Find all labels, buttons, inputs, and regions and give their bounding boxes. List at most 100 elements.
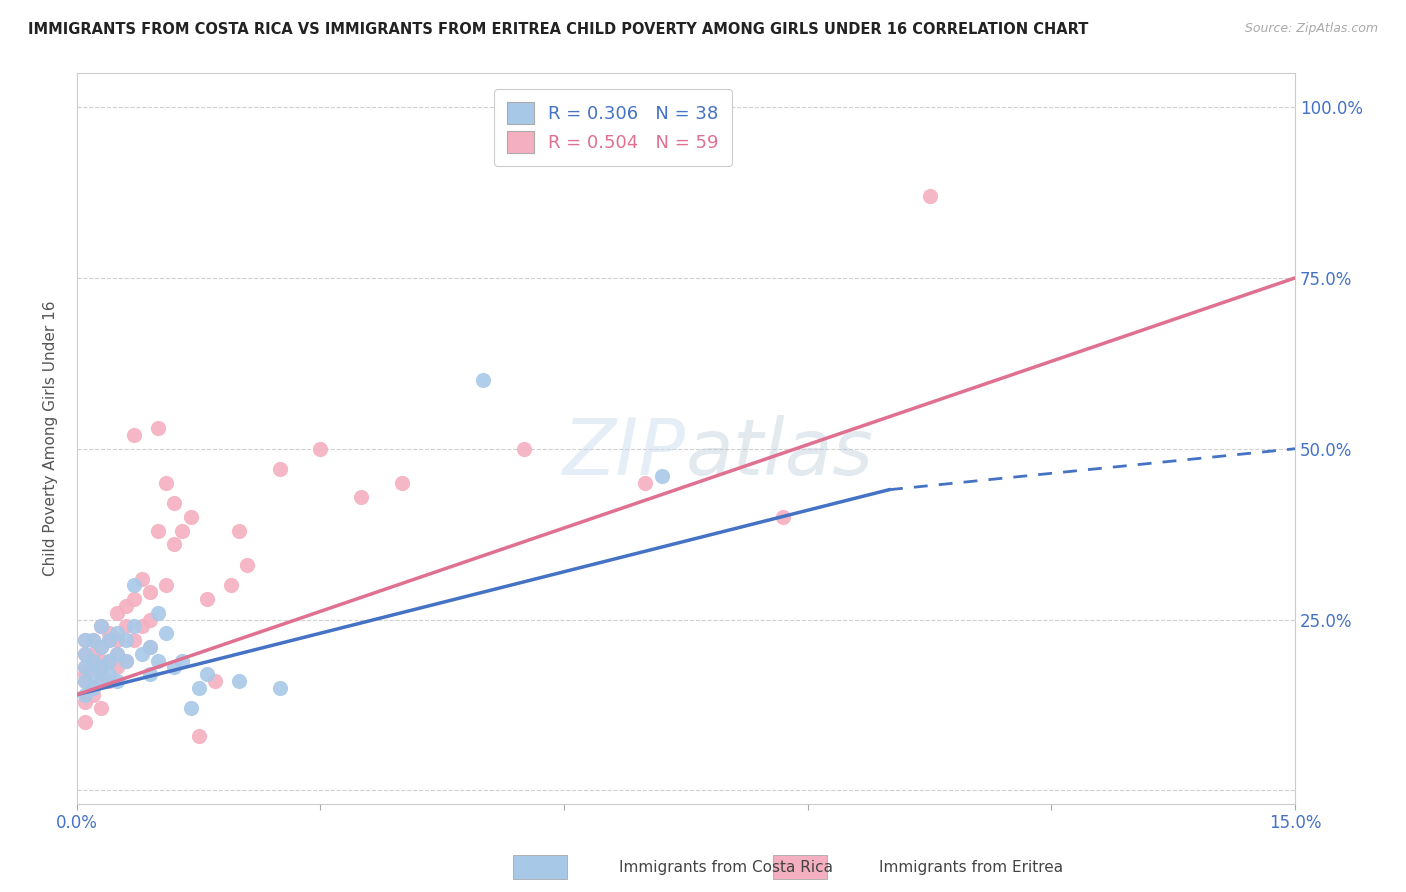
Text: ZIP: ZIP xyxy=(562,415,686,491)
Point xyxy=(155,475,177,490)
Point xyxy=(155,626,177,640)
Point xyxy=(98,626,121,640)
Point xyxy=(163,496,186,510)
Text: atlas: atlas xyxy=(686,415,873,491)
Point xyxy=(139,613,162,627)
Point xyxy=(98,653,121,667)
Point xyxy=(139,640,162,654)
Point xyxy=(163,537,186,551)
Point xyxy=(73,633,96,648)
Point xyxy=(82,681,104,695)
Point xyxy=(269,681,291,695)
Point xyxy=(772,510,794,524)
Point xyxy=(155,578,177,592)
Point xyxy=(180,510,202,524)
Point xyxy=(114,633,136,648)
Point xyxy=(122,619,145,633)
Point xyxy=(73,660,96,674)
Point xyxy=(172,653,194,667)
Point xyxy=(107,647,129,661)
Point xyxy=(122,578,145,592)
Point xyxy=(107,647,129,661)
Point xyxy=(131,619,153,633)
Point xyxy=(73,694,96,708)
Point xyxy=(90,667,112,681)
Point xyxy=(90,673,112,688)
Point xyxy=(90,660,112,674)
Point xyxy=(82,653,104,667)
Point xyxy=(146,524,169,538)
Point xyxy=(122,592,145,607)
Point xyxy=(228,673,250,688)
Point xyxy=(90,640,112,654)
Point xyxy=(219,578,242,592)
Point xyxy=(98,633,121,648)
Point xyxy=(73,647,96,661)
Point xyxy=(82,667,104,681)
Point xyxy=(73,647,96,661)
Legend: R = 0.306   N = 38, R = 0.504   N = 59: R = 0.306 N = 38, R = 0.504 N = 59 xyxy=(494,89,731,166)
Point xyxy=(73,688,96,702)
Point xyxy=(139,667,162,681)
Point xyxy=(73,660,96,674)
Text: Immigrants from Eritrea: Immigrants from Eritrea xyxy=(879,860,1063,874)
Point xyxy=(90,673,112,688)
Point xyxy=(90,653,112,667)
Point xyxy=(107,660,129,674)
Point xyxy=(236,558,259,572)
Point xyxy=(114,619,136,633)
Point xyxy=(114,599,136,613)
Point xyxy=(195,667,218,681)
Point xyxy=(107,633,129,648)
Point xyxy=(90,701,112,715)
Point xyxy=(269,462,291,476)
Point xyxy=(82,688,104,702)
Point xyxy=(146,653,169,667)
Text: Immigrants from Costa Rica: Immigrants from Costa Rica xyxy=(619,860,832,874)
Text: IMMIGRANTS FROM COSTA RICA VS IMMIGRANTS FROM ERITREA CHILD POVERTY AMONG GIRLS : IMMIGRANTS FROM COSTA RICA VS IMMIGRANTS… xyxy=(28,22,1088,37)
Point xyxy=(228,524,250,538)
Point xyxy=(204,673,226,688)
Point xyxy=(82,681,104,695)
Point xyxy=(309,442,332,456)
Point xyxy=(139,640,162,654)
Point xyxy=(131,647,153,661)
Y-axis label: Child Poverty Among Girls Under 16: Child Poverty Among Girls Under 16 xyxy=(44,301,58,576)
Point xyxy=(163,660,186,674)
Point xyxy=(73,673,96,688)
Point xyxy=(73,714,96,729)
Point xyxy=(98,633,121,648)
Point xyxy=(146,421,169,435)
Point xyxy=(73,673,96,688)
Point xyxy=(122,428,145,442)
Point xyxy=(82,647,104,661)
Point xyxy=(107,606,129,620)
Point xyxy=(90,640,112,654)
Point xyxy=(187,681,209,695)
Point xyxy=(98,673,121,688)
Point xyxy=(651,469,673,483)
Point xyxy=(107,673,129,688)
Point xyxy=(131,572,153,586)
Point xyxy=(172,524,194,538)
Point xyxy=(471,373,494,387)
Point xyxy=(918,189,941,203)
Point xyxy=(391,475,413,490)
Point xyxy=(146,606,169,620)
Point xyxy=(107,626,129,640)
Point xyxy=(512,442,534,456)
Point xyxy=(73,633,96,648)
Point xyxy=(73,667,96,681)
Point xyxy=(98,667,121,681)
Point xyxy=(90,619,112,633)
Point xyxy=(634,475,657,490)
Point xyxy=(122,633,145,648)
Point xyxy=(114,653,136,667)
Point xyxy=(82,633,104,648)
Point xyxy=(139,585,162,599)
Point xyxy=(180,701,202,715)
Point xyxy=(98,653,121,667)
Point xyxy=(114,653,136,667)
Point xyxy=(195,592,218,607)
Point xyxy=(82,633,104,648)
